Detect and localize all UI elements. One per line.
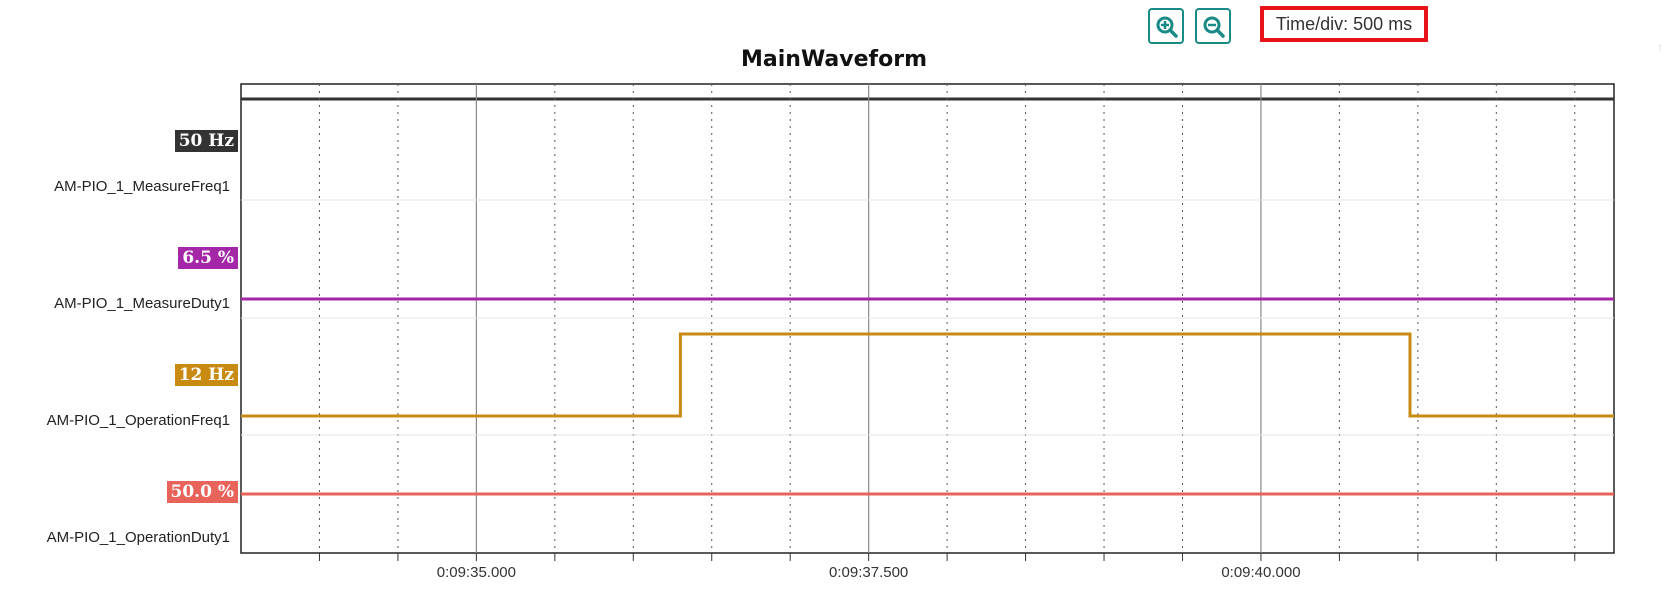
trace-name-label[interactable]: AM-PIO_1_MeasureDuty1 (54, 295, 230, 312)
trace-name-label[interactable]: AM-PIO_1_MeasureFreq1 (54, 178, 230, 195)
operationfreq-trace (241, 332, 1614, 418)
toolbar: Time/div: 500 ms (1148, 6, 1668, 50)
zoom-in-icon (1156, 16, 1178, 38)
x-tick-label: 0:09:35.000 (436, 564, 516, 581)
trace-name-label[interactable]: AM-PIO_1_OperationFreq1 (46, 412, 230, 429)
trace-value-badge: 12 Hz (174, 364, 238, 386)
time-per-div-label[interactable]: Time/div: 500 ms (1260, 6, 1428, 42)
trace-value-badge: 6.5 % (178, 247, 238, 269)
trace-value-badge: 50 Hz (174, 130, 238, 152)
x-tick-label: 0:09:40.000 (1221, 564, 1301, 581)
zoom-out-icon (1203, 16, 1225, 38)
scroll-up-icon[interactable]: ↑ (1657, 40, 1663, 54)
trace-name-label[interactable]: AM-PIO_1_OperationDuty1 (46, 529, 230, 546)
x-tick-label: 0:09:37.500 (829, 564, 909, 581)
chart-title: MainWaveform (741, 47, 927, 72)
zoom-in-button[interactable] (1148, 8, 1184, 44)
trace-value-badge: 50.0 % (166, 481, 238, 503)
zoom-out-button[interactable] (1195, 8, 1231, 44)
